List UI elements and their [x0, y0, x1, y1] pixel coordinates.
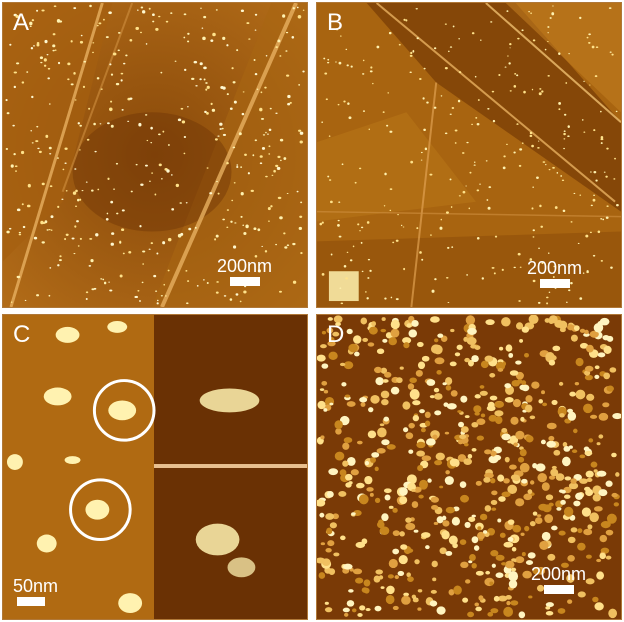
particles-d [317, 315, 621, 619]
particles-a [5, 4, 305, 305]
afm-image-a [3, 3, 307, 307]
afm-image-d [317, 315, 621, 619]
scale-bar-c: 50nm [13, 577, 58, 606]
panel-label-a: A [13, 9, 30, 36]
scale-bar-d: 200nm [531, 565, 586, 594]
scale-label-c: 50nm [13, 576, 59, 596]
afm-image-b [317, 3, 621, 307]
highlight-circle-2 [69, 478, 132, 542]
scale-line-a [229, 277, 260, 286]
scale-label-a: 200nm [217, 256, 273, 276]
afm-image-c [3, 315, 307, 619]
particles-b [319, 5, 619, 305]
scale-line-c [17, 597, 45, 606]
scale-line-b [539, 279, 570, 288]
afm-panel-b: B 200nm [316, 2, 622, 308]
scale-line-d [543, 585, 574, 594]
panel-label-b: B [327, 9, 344, 36]
molecules-c [6, 320, 260, 614]
scale-label-b: 200nm [527, 258, 583, 278]
panel-label-c: C [13, 321, 31, 348]
scale-label-d: 200nm [531, 564, 587, 584]
scale-bar-a: 200nm [217, 257, 272, 286]
afm-panel-d: D 200nm [316, 314, 622, 620]
panel-label-d: D [327, 321, 345, 348]
scale-bar-b: 200nm [527, 259, 582, 288]
afm-panel-c: C 50nm [2, 314, 308, 620]
afm-panel-a: A 200nm [2, 2, 308, 308]
highlight-circle-1 [92, 379, 156, 442]
